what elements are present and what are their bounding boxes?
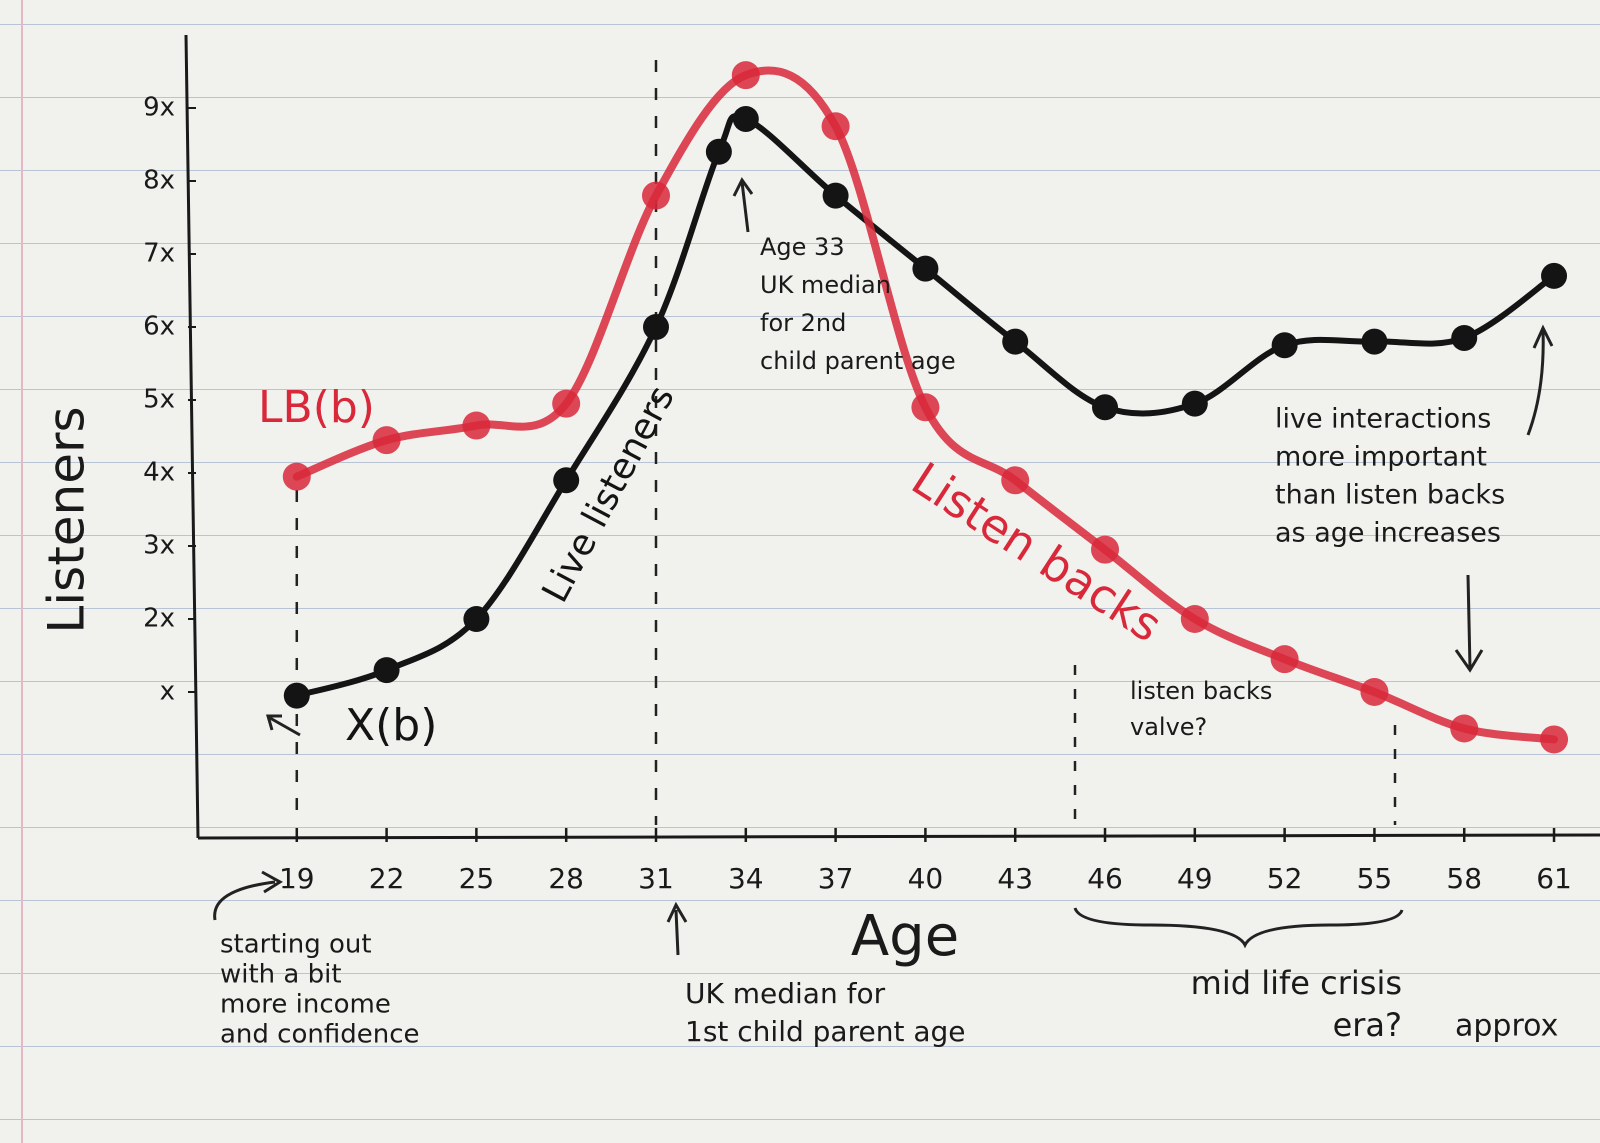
annotation: live interactions (1275, 404, 1491, 435)
annotation: with a bit (220, 960, 342, 990)
x-tick-label: 61 (1536, 862, 1572, 895)
arrow (1454, 574, 1484, 673)
x-tick-label: 58 (1446, 862, 1482, 895)
y-tick-label: 8x (143, 166, 175, 196)
annotation: Age 33 (760, 233, 845, 261)
data-point (911, 393, 940, 422)
data-point (1001, 466, 1030, 495)
data-point (731, 61, 760, 90)
y-tick-label: 6x (143, 312, 175, 342)
data-point (1541, 262, 1568, 289)
data-point (1091, 535, 1120, 564)
x-tick-label: 46 (1087, 862, 1123, 895)
data-point (282, 462, 311, 491)
series-line (293, 113, 1558, 699)
brace (1073, 907, 1404, 949)
data-point (1360, 678, 1389, 706)
x-tick-label: 49 (1177, 862, 1213, 895)
data-point (463, 606, 490, 632)
data-point (641, 181, 670, 210)
data-point (1540, 725, 1569, 754)
data-point (372, 426, 401, 455)
x-tick-label: 55 (1357, 862, 1393, 895)
annotation: mid life crisis (1191, 964, 1402, 1002)
data-point (642, 314, 669, 340)
data-point (283, 682, 310, 709)
annotation: valve? (1130, 713, 1207, 741)
x-tick-label: 19 (279, 862, 315, 895)
y-axis (184, 34, 200, 839)
x-tick-label: 37 (818, 862, 854, 895)
annotation: as age increases (1275, 518, 1501, 549)
y-tick-label: 5x (143, 385, 175, 415)
y-tick-label: 7x (143, 239, 175, 269)
x-tick-label: 34 (728, 862, 764, 895)
y-tick-label: 4x (143, 458, 175, 488)
data-point (732, 105, 759, 132)
annotation: child parent age (760, 347, 956, 375)
annotation: UK median for (685, 977, 886, 1010)
annotation: more income (220, 990, 391, 1020)
series-end-label: X(b) (345, 700, 437, 751)
annotation: and confidence (220, 1020, 420, 1050)
data-point (1180, 605, 1209, 633)
data-point (912, 255, 939, 282)
annotation: starting out (220, 930, 372, 960)
arrow (1526, 324, 1554, 436)
y-tick-label: 9x (143, 93, 175, 123)
data-point (373, 657, 400, 684)
x-tick-label: 28 (548, 862, 584, 895)
annotation: UK median (760, 271, 891, 299)
annotation: for 2nd (760, 309, 846, 337)
annotation: era? (1333, 1006, 1402, 1044)
x-tick-label: 22 (369, 862, 405, 895)
annotation: 1st child parent age (685, 1015, 966, 1048)
data-point (705, 138, 732, 165)
series-end-label: LB(b) (258, 382, 375, 433)
data-point (822, 182, 849, 209)
arrow (666, 901, 688, 956)
y-tick-label: x (160, 677, 175, 707)
data-point (1092, 394, 1119, 421)
arrow (732, 177, 754, 233)
annotation: than listen backs (1275, 480, 1505, 511)
x-tick-label: 52 (1267, 862, 1303, 895)
data-point (462, 411, 491, 440)
data-point (1451, 324, 1478, 351)
data-point (1181, 390, 1208, 417)
data-point (552, 389, 581, 418)
y-tick-label: 3x (143, 531, 175, 561)
data-point (1002, 328, 1029, 355)
data-point (821, 112, 850, 141)
x-axis-title: Age (851, 904, 959, 969)
arrow (266, 714, 301, 737)
data-point (1450, 714, 1479, 743)
data-point (553, 467, 580, 494)
series-line (292, 66, 1559, 744)
annotation: more important (1275, 442, 1487, 473)
data-point (1361, 328, 1388, 355)
x-tick-label: 31 (638, 862, 674, 895)
annotation: approx (1455, 1009, 1558, 1044)
data-point (1270, 645, 1299, 674)
arrow (213, 870, 283, 921)
x-tick-label: 40 (908, 862, 944, 895)
y-axis-title: Listeners (38, 406, 96, 633)
x-tick-label: 25 (459, 862, 495, 895)
x-tick-label: 43 (997, 862, 1033, 895)
data-point (1271, 332, 1298, 359)
annotation: listen backs (1130, 677, 1272, 705)
y-tick-label: 2x (143, 604, 175, 634)
x-axis (197, 833, 1600, 840)
